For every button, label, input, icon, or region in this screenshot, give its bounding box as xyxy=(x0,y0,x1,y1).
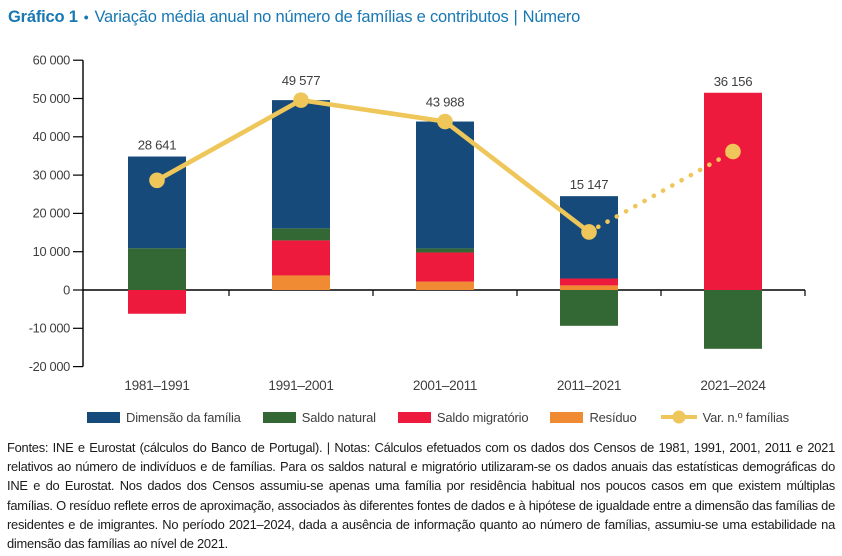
bar-segment xyxy=(416,281,474,290)
bar-segment xyxy=(560,290,618,326)
legend-label: Dimensão da família xyxy=(126,409,241,425)
bar-segment xyxy=(128,290,186,314)
y-axis-tick-label: 20 000 xyxy=(33,206,71,221)
red-swatch-icon xyxy=(397,411,431,423)
y-axis-tick-label: 0 xyxy=(63,282,70,297)
legend-item-dimensao-familia: Dimensão da família xyxy=(87,410,241,425)
y-axis-tick-label: 10 000 xyxy=(33,244,71,259)
x-axis-category-label: 1991–2001 xyxy=(268,378,333,393)
bar-segment xyxy=(416,121,474,249)
bar-segment xyxy=(704,92,762,290)
legend-item-saldo-natural: Saldo natural xyxy=(262,409,376,425)
bar-segment xyxy=(128,248,186,290)
bar-segment xyxy=(272,100,330,229)
line-series-solid xyxy=(154,97,592,235)
line-marker-icon xyxy=(660,410,697,424)
green-swatch-icon xyxy=(262,411,296,423)
bar-value-label: 15 147 xyxy=(570,177,609,192)
bar-value-label: 43 988 xyxy=(426,95,465,110)
line-marker xyxy=(725,143,741,160)
legend-label: Saldo migratório xyxy=(436,409,529,425)
legend-label: Resíduo xyxy=(589,409,637,425)
chart-title: Gráfico 1 • Variação média anual no número… xyxy=(8,6,828,28)
x-axis-category-label: 2011–2021 xyxy=(557,378,621,393)
line-marker xyxy=(581,224,597,240)
x-axis-category-label: 2001–2011 xyxy=(413,378,477,393)
bar-segment xyxy=(416,252,474,282)
x-axis-category-label: 2021–2024 xyxy=(700,378,766,393)
y-axis-tick-label: 30 000 xyxy=(33,167,71,182)
legend-item-saldo-migratorio: Saldo migratório xyxy=(397,409,529,425)
line-marker xyxy=(437,113,453,130)
bar-value-label: 28 641 xyxy=(138,138,177,153)
legend-label: Saldo natural xyxy=(301,409,376,425)
bar-segment xyxy=(272,228,330,241)
y-axis-tick-label: 50 000 xyxy=(33,91,71,106)
unit-label: Número xyxy=(522,8,581,26)
line-marker xyxy=(149,172,165,189)
orange-swatch-icon xyxy=(550,411,584,423)
legend-item-residuo: Resíduo xyxy=(550,409,637,425)
bar-segment xyxy=(272,275,330,290)
y-axis-tick-label: -20 000 xyxy=(29,359,70,374)
footnotes: Fontes: INE e Eurostat (cálculos do Banc… xyxy=(7,440,835,552)
pipe-separator: | xyxy=(513,8,518,26)
line-marker xyxy=(293,92,309,108)
legend-item-var-familias: Var. n.º famílias xyxy=(659,410,789,425)
legend: Dimensão da família Saldo natural Saldo … xyxy=(87,409,789,425)
bullet-separator: • xyxy=(83,9,89,25)
x-axis-category-label: 1981–1991 xyxy=(124,378,189,393)
bar-value-label: 49 577 xyxy=(282,73,321,88)
line-series-dotted xyxy=(586,149,736,235)
chart-canvas: 60 000 50 000 40 000 30 000 20 000 10 000 0 -10… xyxy=(29,53,806,393)
bar-value-label: 36 156 xyxy=(714,74,753,89)
y-axis-tick-label: 40 000 xyxy=(33,129,71,144)
y-axis-tick-label: 60 000 xyxy=(33,53,71,68)
y-axis-tick-label: -10 000 xyxy=(29,321,70,336)
bar-segment xyxy=(272,240,330,276)
bar-segment xyxy=(560,278,618,286)
bar-segment xyxy=(560,285,618,290)
title-text: Variação média anual no número de famíli… xyxy=(94,8,509,26)
bar-segment xyxy=(704,290,762,349)
legend-label: Var. n.º famílias xyxy=(702,409,790,425)
blue-swatch-icon xyxy=(87,411,120,423)
bar-segment xyxy=(416,248,474,253)
figure-number: Gráfico 1 xyxy=(8,8,78,26)
